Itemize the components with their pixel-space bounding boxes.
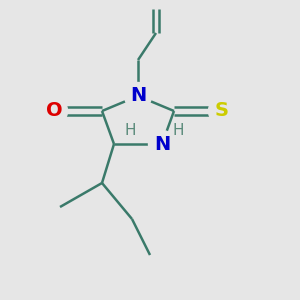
Circle shape <box>208 98 236 124</box>
Text: H: H <box>173 123 184 138</box>
Text: N: N <box>154 134 170 154</box>
Circle shape <box>124 82 152 109</box>
Text: H: H <box>125 123 136 138</box>
Text: N: N <box>130 86 146 106</box>
Text: O: O <box>46 101 62 121</box>
Circle shape <box>148 130 176 158</box>
Text: S: S <box>215 101 229 121</box>
Circle shape <box>40 98 68 124</box>
